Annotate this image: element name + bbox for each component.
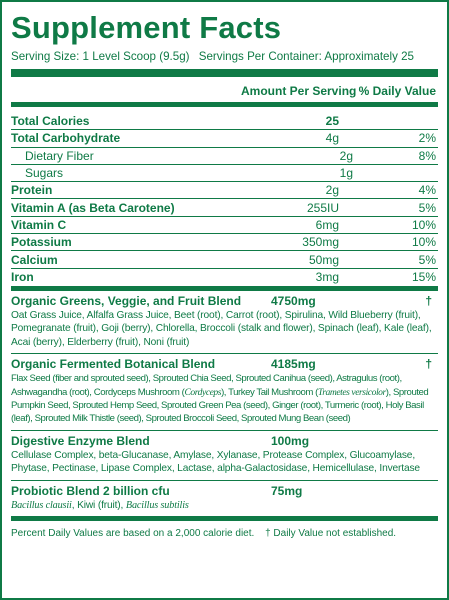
nutrient-row-iron: Iron 3mg 15% — [11, 269, 438, 286]
nutrient-name: Vitamin C — [11, 217, 67, 232]
blend-amount: 100mg — [271, 433, 310, 448]
latin-name: Cordyceps — [184, 386, 222, 398]
nutrient-name: Potassium — [11, 235, 72, 250]
nutrient-amount: 1g — [339, 166, 353, 181]
nutrient-amount: 25 — [325, 114, 339, 129]
nutrient-amount: 50mg — [308, 252, 339, 267]
botanical-blend: Organic Fermented Botanical Blend 4185mg… — [11, 354, 438, 430]
nutrient-amount: 4g — [325, 131, 339, 146]
blend-divider — [11, 479, 438, 481]
nutrient-amount: 3mg — [315, 270, 339, 285]
footnote-percent: Percent Daily Values are based on a 2,00… — [11, 528, 255, 540]
blend-name: Digestive Enzyme Blend — [11, 433, 150, 448]
blend-name: Organic Greens, Veggie, and Fruit Blend — [11, 293, 242, 308]
blend-dagger: † — [425, 293, 432, 308]
nutrients-divider — [11, 285, 438, 291]
footnote: Percent Daily Values are based on a 2,00… — [11, 527, 438, 540]
nutrient-dv: 15% — [411, 270, 436, 285]
blend-name: Probiotic Blend 2 billion cfu — [11, 483, 170, 498]
nutrient-dv: 4% — [418, 183, 436, 198]
nutrient-row-protein: Protein 2g 4% — [11, 182, 438, 200]
blend-ingredients: Cellulase Complex, beta-Glucanase, Amyla… — [11, 449, 420, 475]
blend-divider — [11, 429, 438, 431]
nutrient-dv: 5% — [418, 200, 436, 215]
nutrient-dv: 10% — [411, 235, 436, 250]
nutrient-name: Iron — [11, 270, 34, 285]
blend-name: Organic Fermented Botanical Blend — [11, 357, 216, 372]
nutrient-row-vitamin-a: Vitamin A (as Beta Carotene) 255IU 5% — [11, 199, 438, 217]
latin-name: Bacillus clausii — [11, 499, 72, 511]
nutrient-amount: 350mg — [302, 235, 339, 250]
serving-size: Serving Size: 1 Level Scoop (9.5g) — [11, 50, 190, 63]
nutrient-name: Total Calories — [11, 114, 90, 129]
servings-per-container: Servings Per Container: Approximately 25 — [198, 50, 414, 63]
nutrient-dv: 10% — [411, 217, 436, 232]
nutrient-row-calories: Total Calories 25 — [11, 113, 438, 131]
nutrient-amount: 2g — [339, 148, 353, 163]
latin-name: Trametes versicolor — [317, 386, 386, 398]
blend-amount: 75mg — [271, 483, 303, 498]
blend-dagger: † — [425, 357, 432, 372]
enzyme-blend: Digestive Enzyme Blend 100mg Cellulase C… — [11, 431, 438, 480]
greens-blend-header: Organic Greens, Veggie, and Fruit Blend … — [11, 294, 438, 309]
nutrient-amount: 2g — [325, 183, 339, 198]
ingredients-part: , Kiwi (fruit), — [71, 499, 126, 511]
blend-ingredients: Oat Grass Juice, Alfalfa Grass Juice, Be… — [11, 309, 432, 348]
latin-name: Bacillus subtilis — [125, 499, 189, 511]
blend-dagger — [339, 434, 438, 449]
ingredients-part: ), Turkey Tail Mushroom ( — [221, 386, 318, 398]
top-thick-bar — [11, 69, 438, 77]
probiotic-blend-header: Probiotic Blend 2 billion cfu 75mg — [11, 484, 438, 499]
column-header-amount: Amount Per Serving — [241, 84, 357, 98]
nutrient-amount: 6mg — [315, 217, 339, 232]
enzyme-blend-header: Digestive Enzyme Blend 100mg — [11, 434, 438, 449]
nutrient-dv: 2% — [418, 131, 436, 146]
nutrient-row-calcium: Calcium 50mg 5% — [11, 251, 438, 269]
nutrient-row-carbohydrate: Total Carbohydrate 4g 2% — [11, 130, 438, 148]
nutrient-name: Protein — [11, 183, 53, 198]
nutrient-row-vitamin-c: Vitamin C 6mg 10% — [11, 217, 438, 235]
nutrient-row-potassium: Potassium 350mg 10% — [11, 234, 438, 252]
blend-ingredients: Flax Seed (fiber and sprouted seed), Spr… — [11, 372, 438, 426]
nutrient-dv: 8% — [418, 148, 436, 163]
nutrient-name: Total Carbohydrate — [11, 131, 121, 146]
serving-info: Serving Size: 1 Level Scoop (9.5g) Servi… — [11, 50, 438, 64]
column-headers: Amount Per Serving % Daily Value — [11, 80, 438, 102]
blend-ingredients: Bacillus clausii, Kiwi (fruit), Bacillus… — [11, 499, 438, 512]
nutrient-name: Vitamin A (as Beta Carotene) — [11, 200, 175, 215]
nutrient-row-fiber: Dietary Fiber 2g 8% — [11, 148, 438, 165]
nutrient-name: Dietary Fiber — [25, 148, 94, 163]
greens-blend: Organic Greens, Veggie, and Fruit Blend … — [11, 291, 438, 353]
blend-amount: 4750mg — [271, 293, 316, 308]
ingredients-part: ), Sprouted Pumpkin Seed, Sprouted Hemp … — [11, 386, 429, 425]
footnote-dagger: † Daily Value not established. — [265, 528, 397, 540]
nutrient-amount: 255IU — [306, 200, 339, 215]
nutrient-name: Sugars — [25, 166, 64, 181]
nutrient-dv: 5% — [418, 252, 436, 267]
nutrient-name: Calcium — [11, 252, 58, 267]
blend-dagger — [339, 484, 438, 499]
blend-amount: 4185mg — [271, 357, 316, 372]
column-header-daily-value: % Daily Value — [358, 84, 436, 98]
blend-divider — [11, 353, 438, 355]
botanical-blend-header: Organic Fermented Botanical Blend 4185mg… — [11, 357, 438, 372]
header-divider — [11, 102, 438, 107]
probiotic-blend: Probiotic Blend 2 billion cfu 75mg Bacil… — [11, 481, 438, 516]
ingredients-part: Flax Seed (fiber and sprouted seed), Spr… — [11, 373, 402, 398]
panel-title: Supplement Facts — [11, 10, 282, 45]
nutrient-row-sugars: Sugars 1g — [11, 165, 438, 183]
footer-divider — [11, 516, 438, 522]
nutrient-table: Total Calories 25 Total Carbohydrate 4g … — [11, 113, 438, 286]
